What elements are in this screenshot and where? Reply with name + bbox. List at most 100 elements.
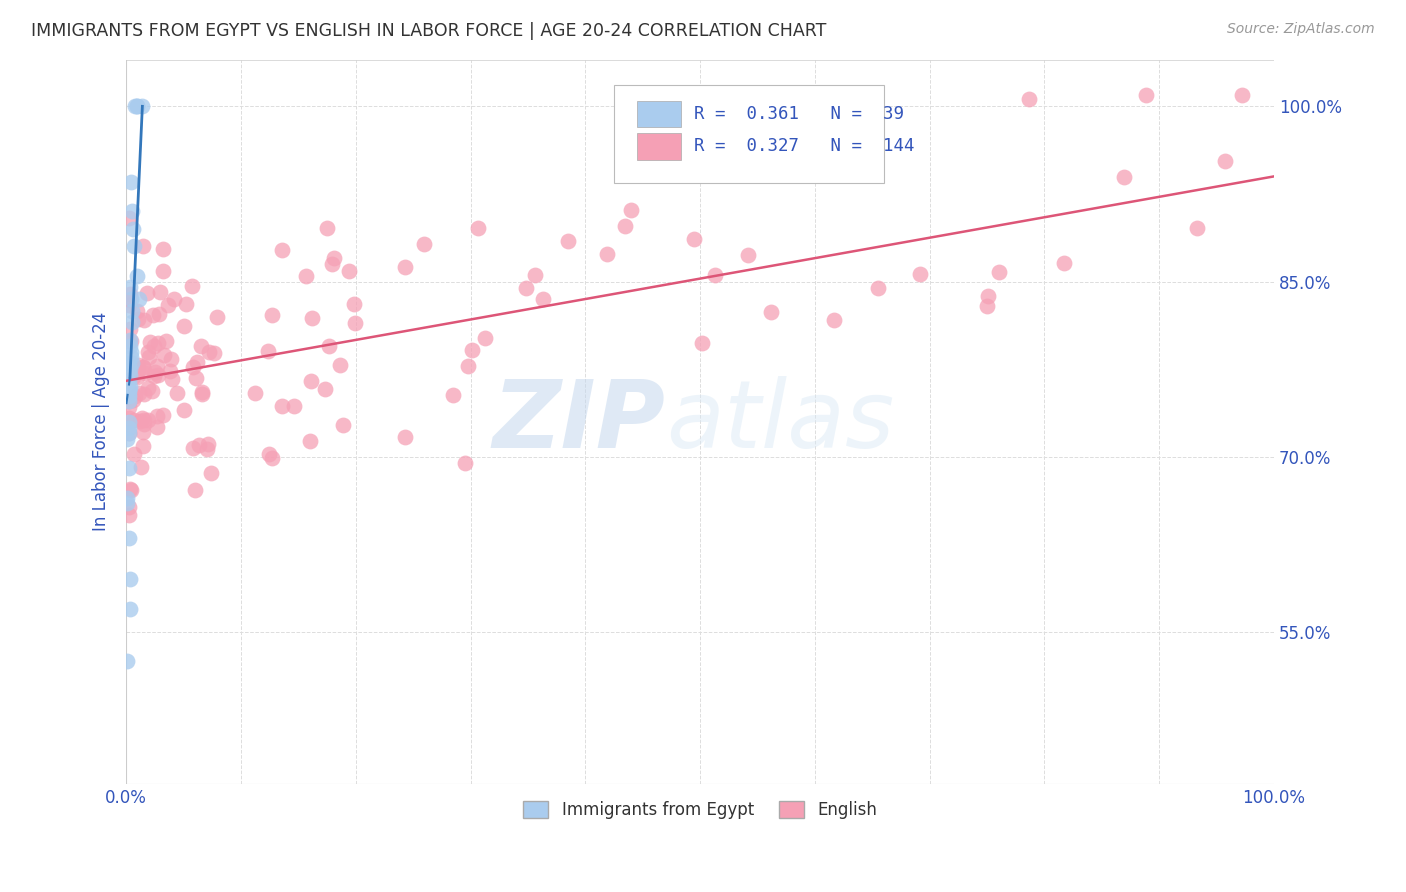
Point: [152, 263, 174, 277]
Point: [124, 99, 146, 113]
FancyBboxPatch shape: [637, 101, 681, 127]
Point: [128, 292, 150, 306]
Point: [188, 437, 211, 451]
Point: [1053, 255, 1076, 269]
Point: [122, 392, 145, 407]
Point: [138, 335, 160, 350]
Point: [134, 386, 156, 401]
Point: [271, 243, 294, 257]
Point: [318, 339, 340, 353]
Point: [441, 388, 464, 402]
Point: [118, 426, 141, 441]
Point: [823, 312, 845, 326]
Point: [152, 408, 174, 422]
Point: [132, 425, 155, 439]
FancyBboxPatch shape: [614, 85, 884, 183]
Point: [122, 447, 145, 461]
Point: [117, 400, 139, 414]
Point: [173, 402, 195, 417]
Point: [152, 242, 174, 256]
Point: [322, 251, 344, 265]
Point: [125, 99, 148, 113]
Point: [129, 415, 152, 429]
Point: [128, 386, 150, 401]
Point: [131, 411, 153, 425]
Point: [131, 359, 153, 374]
Text: R =  0.327   N =  144: R = 0.327 N = 144: [695, 137, 915, 155]
Point: [186, 371, 208, 385]
Point: [145, 365, 167, 379]
Point: [117, 374, 139, 388]
Point: [197, 437, 219, 451]
Point: [117, 415, 139, 429]
Text: atlas: atlas: [665, 376, 894, 467]
Point: [132, 239, 155, 253]
Point: [146, 420, 169, 434]
Point: [122, 369, 145, 384]
Point: [117, 461, 139, 475]
Point: [131, 99, 153, 113]
Point: [121, 303, 143, 318]
Legend: Immigrants from Egypt, English: Immigrants from Egypt, English: [516, 795, 884, 826]
Point: [259, 447, 281, 461]
Point: [146, 359, 169, 373]
Point: [704, 268, 727, 283]
Point: [295, 269, 318, 284]
Point: [1230, 87, 1253, 102]
Text: IMMIGRANTS FROM EGYPT VS ENGLISH IN LABOR FORCE | AGE 20-24 CORRELATION CHART: IMMIGRANTS FROM EGYPT VS ENGLISH IN LABO…: [31, 22, 827, 40]
Point: [557, 234, 579, 248]
Point: [121, 204, 143, 219]
Point: [976, 299, 998, 313]
Point: [117, 393, 139, 408]
Y-axis label: In Labor Force | Age 20-24: In Labor Force | Age 20-24: [93, 312, 110, 532]
Point: [1018, 92, 1040, 106]
Point: [118, 322, 141, 336]
Point: [200, 466, 222, 480]
Point: [117, 356, 139, 370]
Point: [908, 268, 931, 282]
Point: [120, 334, 142, 348]
Point: [868, 281, 890, 295]
Point: [148, 308, 170, 322]
Point: [204, 346, 226, 360]
Point: [690, 335, 713, 350]
Point: [118, 333, 141, 347]
Point: [118, 482, 141, 496]
Point: [143, 369, 166, 384]
Point: [136, 344, 159, 359]
Point: [117, 500, 139, 514]
Point: [132, 360, 155, 375]
Point: [1185, 221, 1208, 235]
Point: [394, 260, 416, 275]
Point: [141, 384, 163, 398]
Point: [173, 319, 195, 334]
Point: [620, 203, 643, 218]
Point: [184, 483, 207, 498]
Point: [117, 393, 139, 408]
Point: [159, 364, 181, 378]
Point: [117, 410, 139, 425]
Point: [181, 360, 204, 375]
Point: [457, 359, 479, 373]
Point: [156, 297, 179, 311]
Point: [141, 308, 163, 322]
Point: [120, 175, 142, 189]
Point: [314, 383, 336, 397]
Point: [524, 268, 547, 283]
Point: [138, 413, 160, 427]
Point: [127, 358, 149, 372]
Point: [332, 418, 354, 433]
Point: [117, 532, 139, 546]
Point: [256, 343, 278, 358]
Point: [160, 371, 183, 385]
Point: [413, 236, 436, 251]
Point: [125, 369, 148, 384]
Point: [117, 389, 139, 403]
Point: [283, 399, 305, 413]
Point: [977, 289, 1000, 303]
Point: [117, 426, 139, 441]
Point: [122, 222, 145, 236]
Point: [1112, 170, 1135, 185]
Point: [120, 292, 142, 306]
Point: [120, 483, 142, 497]
